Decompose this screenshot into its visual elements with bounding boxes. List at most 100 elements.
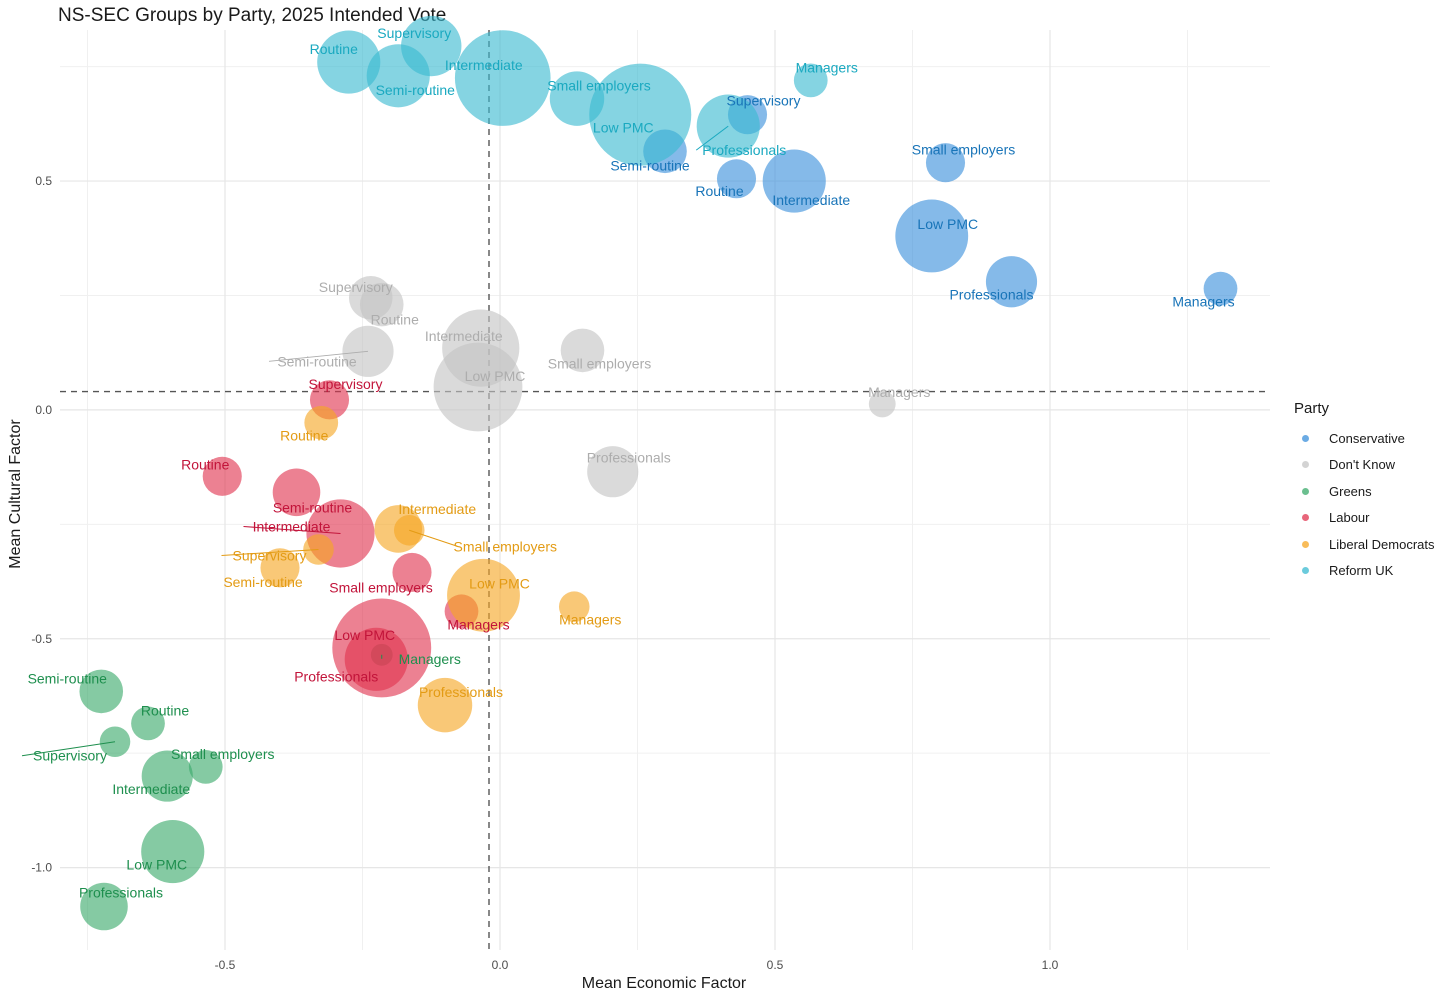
legend-item-liberal-democrats: Liberal Democrats <box>1294 531 1435 558</box>
conservative-point <box>716 159 757 199</box>
reform-uk-point-label: Managers <box>796 59 858 75</box>
conservative-point-label: Low PMC <box>917 216 978 232</box>
x-tick-label: 0.0 <box>492 958 509 972</box>
y-tick-label: 0.0 <box>35 403 52 417</box>
conservative-point <box>895 199 969 273</box>
liberal-democrats-point-label: Routine <box>280 428 328 444</box>
legend-item-reform-uk: Reform UK <box>1294 558 1435 585</box>
conservative-point-label: Routine <box>695 183 743 199</box>
don-t-know-point-label: Intermediate <box>425 328 503 344</box>
reform-uk-point-label: Semi-routine <box>376 82 456 98</box>
labour-point <box>202 456 242 496</box>
legend-swatch-reform-uk <box>1302 567 1309 575</box>
reform-uk-point-label: Intermediate <box>445 57 523 73</box>
reform-uk-point <box>589 63 692 166</box>
legend-label-greens: Greens <box>1329 483 1372 499</box>
don-t-know-point-label: Professionals <box>587 450 671 466</box>
liberal-democrats-point <box>417 677 473 733</box>
legend-label-conservative: Conservative <box>1329 430 1405 446</box>
chart-title: NS-SEC Groups by Party, 2025 Intended Vo… <box>58 5 447 26</box>
labour-point-label: Routine <box>181 456 229 472</box>
greens-point <box>80 882 128 931</box>
labour-point-label: Supervisory <box>309 376 383 392</box>
liberal-democrats-label-connector <box>409 529 458 547</box>
liberal-democrats-point-label: Semi-routine <box>223 574 303 590</box>
legend-swatch-labour <box>1302 514 1309 522</box>
axes: Mean Economic Factor Mean Cultural Facto… <box>7 419 747 992</box>
don-t-know-point-label: Routine <box>371 312 419 328</box>
labour-label-connector <box>243 525 341 534</box>
reform-uk-point <box>366 44 430 108</box>
reform-uk-point-label: Small employers <box>547 78 650 94</box>
labour-point-label: Semi-routine <box>273 499 353 515</box>
reform-uk-point-label: Professionals <box>702 142 786 158</box>
don-t-know-point-label: Small employers <box>548 355 651 371</box>
don-t-know-point <box>868 390 896 418</box>
don-t-know-point <box>587 446 639 498</box>
conservative-point-label: Small employers <box>912 142 1015 158</box>
conservative-point <box>1203 271 1238 306</box>
legend-swatch-greens <box>1302 487 1309 495</box>
greens-point-label: Routine <box>141 702 189 718</box>
greens-point-label: Low PMC <box>126 857 187 873</box>
liberal-democrats-point <box>304 405 339 440</box>
greens-point-label: Small employers <box>171 746 274 762</box>
labour-point-label: Small employers <box>329 579 432 595</box>
reform-uk-label-connector <box>695 125 729 151</box>
greens-point <box>188 750 223 784</box>
greens-point-label: Professionals <box>79 885 163 901</box>
reform-uk-point <box>793 63 828 98</box>
conservative-point <box>762 149 826 213</box>
don-t-know-point-label: Supervisory <box>319 279 393 295</box>
conservative-point-label: Professionals <box>949 287 1033 303</box>
legend-label-don-t-know: Don't Know <box>1329 457 1396 473</box>
labour-point-label: Intermediate <box>253 518 331 534</box>
legend-swatch-liberal-democrats <box>1302 540 1309 548</box>
x-tick-label: 1.0 <box>1042 958 1059 972</box>
reference-lines <box>60 30 1270 952</box>
legend-items: Conservative Don't Know Greens Labour Libera… <box>1294 425 1435 584</box>
conservative-point-label: Supervisory <box>727 93 801 109</box>
legend-label-reform-uk: Reform UK <box>1329 563 1394 579</box>
data-points <box>79 15 1238 931</box>
legend-item-conservative: Conservative <box>1294 425 1435 452</box>
greens-point <box>141 820 205 884</box>
greens-point-label: Supervisory <box>33 748 107 764</box>
labour-point <box>392 552 432 592</box>
don-t-know-point-label: Managers <box>868 384 930 400</box>
reform-uk-point <box>317 30 381 94</box>
legend-item-labour: Labour <box>1294 505 1435 532</box>
legend-item-greens: Greens <box>1294 478 1435 505</box>
reform-uk-point <box>454 30 551 126</box>
y-tick-label: 0.5 <box>35 174 52 188</box>
liberal-democrats-point-label: Low PMC <box>469 575 530 591</box>
greens-point <box>141 750 193 802</box>
labour-point-label: Low PMC <box>334 627 395 643</box>
x-axis-label: Mean Economic Factor <box>582 975 747 992</box>
greens-point <box>131 706 165 741</box>
y-tick-label: -1.0 <box>31 861 52 875</box>
don-t-know-label-connector <box>268 350 369 362</box>
legend-label-labour: Labour <box>1329 510 1370 526</box>
reform-uk-point-label: Supervisory <box>377 25 451 41</box>
legend-swatch-conservative <box>1302 434 1309 442</box>
conservative-point-label: Intermediate <box>772 192 850 208</box>
legend: Party Conservative Don't Know Greens Labour… <box>1294 400 1435 584</box>
liberal-democrats-point-label: Professionals <box>419 684 503 700</box>
labour-point-label: Managers <box>447 616 509 632</box>
don-t-know-point <box>359 282 404 327</box>
greens-point <box>79 669 124 714</box>
greens-label-connector <box>21 741 116 757</box>
x-tick-label: 0.5 <box>767 958 784 972</box>
conservative-point <box>985 256 1038 308</box>
greens-point-label: Intermediate <box>112 781 190 797</box>
legend-label-liberal-democrats: Liberal Democrats <box>1329 536 1435 552</box>
labour-point <box>272 468 321 517</box>
labour-point <box>344 627 408 691</box>
conservative-point-label: Managers <box>1172 294 1234 310</box>
reform-uk-point-label: Routine <box>310 41 358 57</box>
don-t-know-point <box>433 342 523 432</box>
don-t-know-point <box>560 328 605 373</box>
conservative-point-label: Semi-routine <box>610 157 690 173</box>
